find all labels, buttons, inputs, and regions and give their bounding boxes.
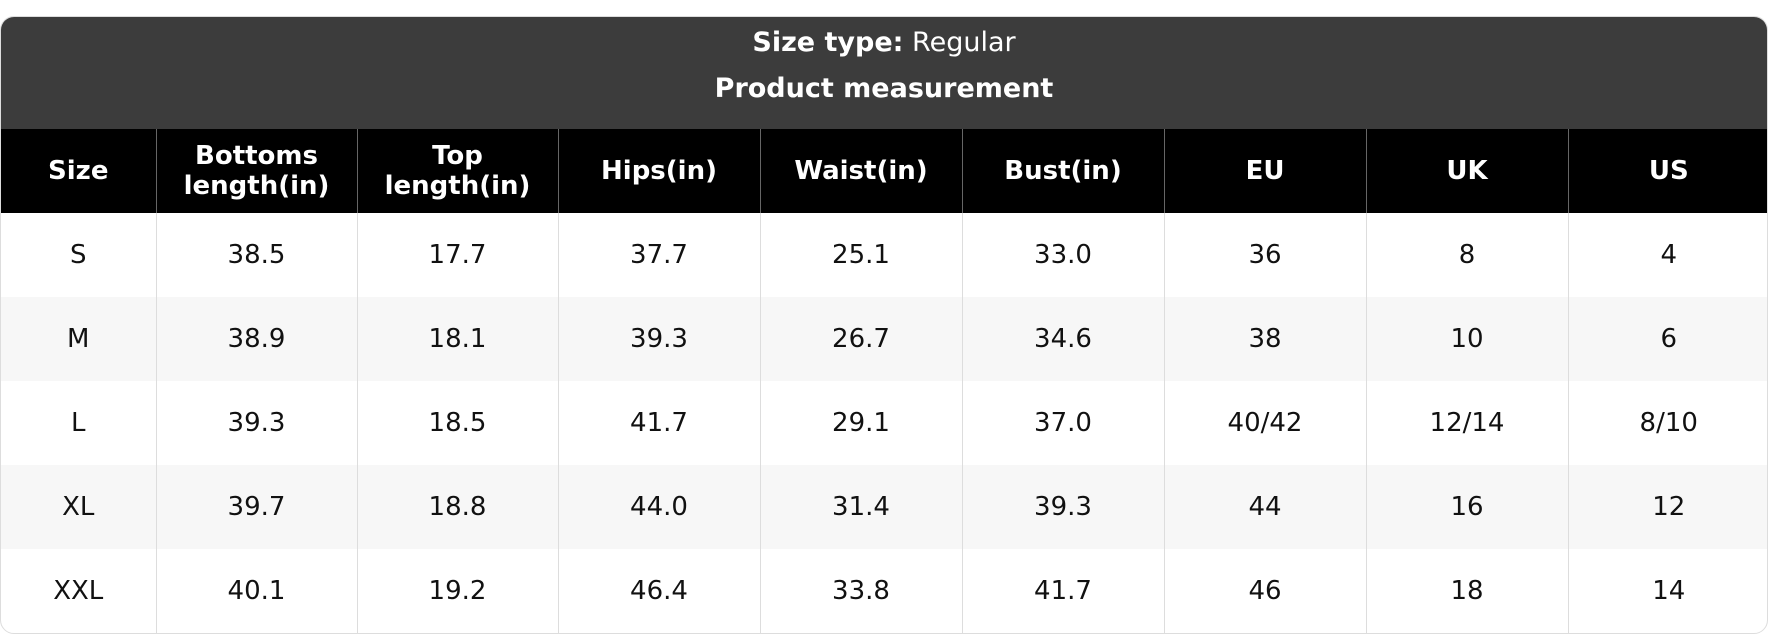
table-cell: 38 xyxy=(1163,297,1366,381)
table-row: M 38.9 18.1 39.3 26.7 34.6 38 10 6 xyxy=(1,297,1767,381)
table-cell: 29.1 xyxy=(759,381,962,465)
table-cell: 17.7 xyxy=(356,213,558,297)
table-cell: 38.9 xyxy=(155,297,357,381)
table-cell: 41.7 xyxy=(557,381,760,465)
column-header: Top length(in) xyxy=(356,129,558,213)
size-type-label: Size type: xyxy=(752,27,904,58)
table-cell: 8/10 xyxy=(1567,381,1767,465)
table-cell: 37.0 xyxy=(961,381,1164,465)
table-cell: 39.3 xyxy=(961,465,1164,549)
size-type-value: Regular xyxy=(912,27,1016,58)
table-cell: 26.7 xyxy=(759,297,962,381)
table-cell: 8 xyxy=(1365,213,1568,297)
column-header: EU xyxy=(1163,129,1366,213)
table-cell: 34.6 xyxy=(961,297,1164,381)
measurement-table: Size Bottoms length(in) Top length(in) Hips… xyxy=(1,129,1767,633)
table-cell: 18.8 xyxy=(356,465,558,549)
table-cell: 44.0 xyxy=(557,465,760,549)
table-cell: 25.1 xyxy=(759,213,962,297)
table-cell: 37.7 xyxy=(557,213,760,297)
table-row: XL 39.7 18.8 44.0 31.4 39.3 44 16 12 xyxy=(1,465,1767,549)
column-header: US xyxy=(1567,129,1767,213)
table-row: L 39.3 18.5 41.7 29.1 37.0 40/42 12/14 8/10 xyxy=(1,381,1767,465)
table-cell: 39.7 xyxy=(155,465,357,549)
table-cell: 31.4 xyxy=(759,465,962,549)
table-cell: 12/14 xyxy=(1365,381,1568,465)
table-cell: 16 xyxy=(1365,465,1568,549)
table-cell: 40.1 xyxy=(155,549,357,633)
table-cell: 46 xyxy=(1163,549,1366,633)
title: Product measurement xyxy=(714,73,1054,104)
table-cell: 19.2 xyxy=(356,549,558,633)
column-header: Size xyxy=(1,129,156,213)
table-cell: 41.7 xyxy=(961,549,1164,633)
table-cell: 4 xyxy=(1567,213,1767,297)
table-cell: 18.1 xyxy=(356,297,558,381)
table-cell: 36 xyxy=(1163,213,1366,297)
column-header: Bust(in) xyxy=(961,129,1164,213)
table-cell: 6 xyxy=(1567,297,1767,381)
table-cell: 33.0 xyxy=(961,213,1164,297)
table-cell: 38.5 xyxy=(155,213,357,297)
size-chart: Size type: Regular Product measurement S… xyxy=(0,16,1768,634)
header-row: Size Bottoms length(in) Top length(in) Hips… xyxy=(1,129,1767,213)
table-cell: 46.4 xyxy=(557,549,760,633)
table-cell: 33.8 xyxy=(759,549,962,633)
table-cell: 39.3 xyxy=(557,297,760,381)
table-row: S 38.5 17.7 37.7 25.1 33.0 36 8 4 xyxy=(1,213,1767,297)
column-header: UK xyxy=(1365,129,1568,213)
table-cell: XXL xyxy=(53,576,104,606)
column-header: Waist(in) xyxy=(759,129,962,213)
table-cell: M xyxy=(1,297,156,381)
table-cell: 14 xyxy=(1567,549,1767,633)
table-cell: 39.3 xyxy=(155,381,357,465)
table-cell: 44 xyxy=(1163,465,1366,549)
table-cell: 40/42 xyxy=(1163,381,1366,465)
table-cell: L xyxy=(71,408,86,438)
table-cell: S xyxy=(69,240,87,270)
table-row: XXL 40.1 19.2 46.4 33.8 41.7 46 18 14 xyxy=(1,549,1767,633)
size-type: Size type: Regular xyxy=(1,17,1767,73)
chart-header: Size type: Regular Product measurement xyxy=(1,17,1767,129)
table-cell: 18 xyxy=(1365,549,1568,633)
table-cell: XL xyxy=(1,465,156,549)
column-header: Bottoms length(in) xyxy=(155,129,357,213)
table-cell: 18.5 xyxy=(356,381,558,465)
table-cell: 10 xyxy=(1365,297,1568,381)
table-cell: 12 xyxy=(1567,465,1767,549)
column-header: Hips(in) xyxy=(557,129,760,213)
